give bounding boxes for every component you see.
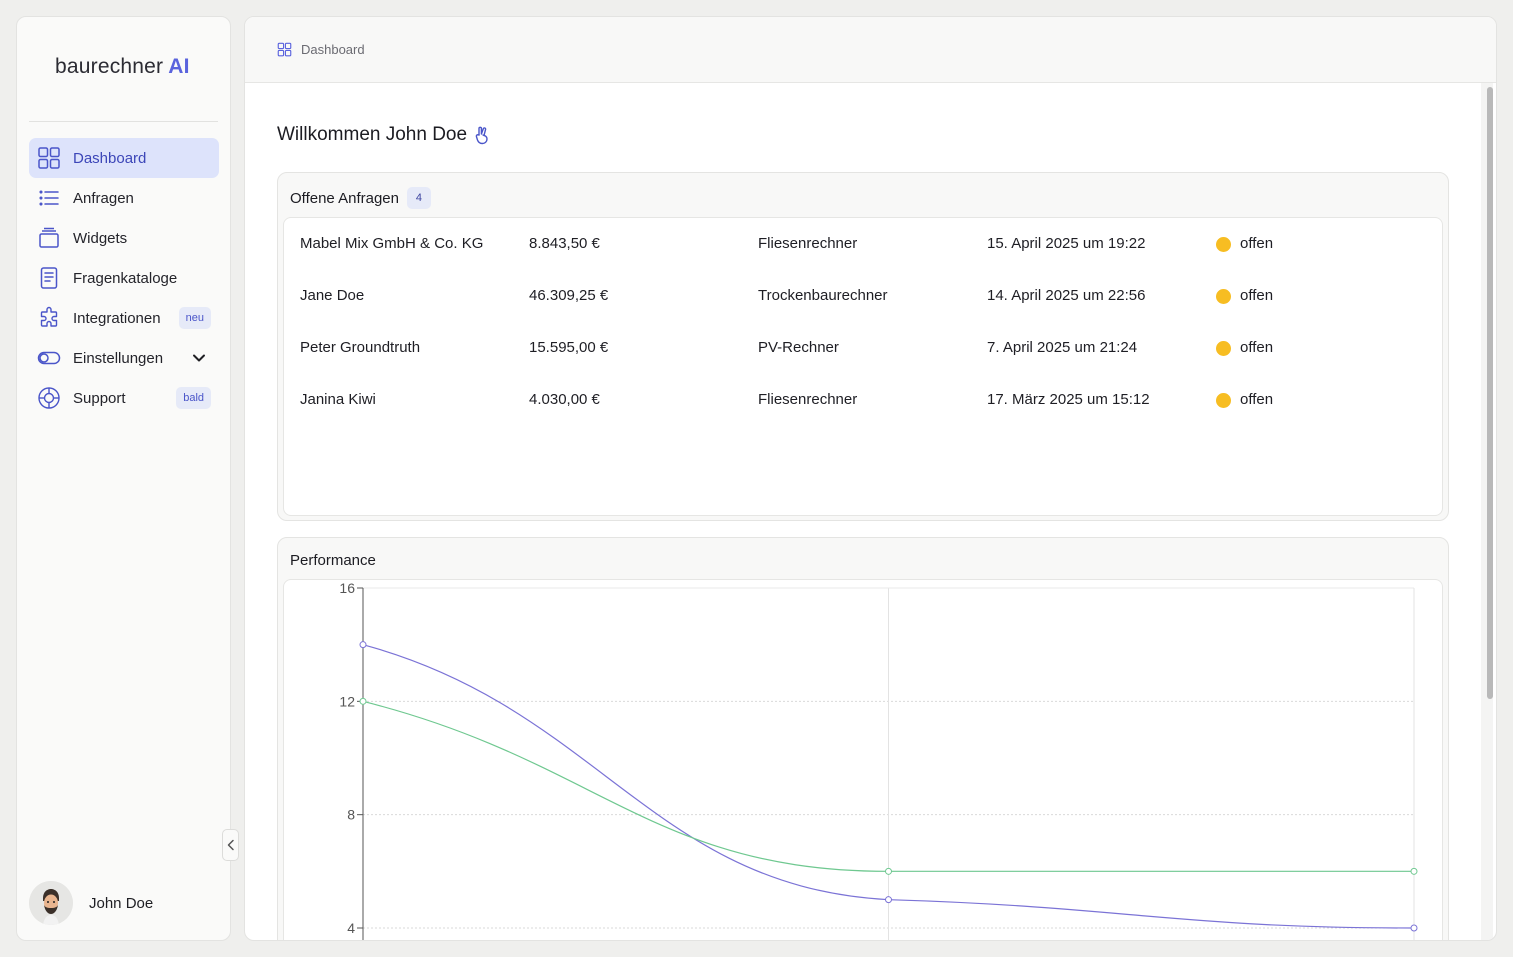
chevron-down-icon[interactable] [191, 350, 207, 366]
y-tick-label: 4 [347, 920, 355, 936]
page-title: Willkommen John Doe [277, 124, 492, 146]
status-dot [1216, 341, 1231, 356]
request-status: offen [1240, 339, 1274, 356]
request-customer: Janina Kiwi [300, 391, 376, 408]
requests-list: Mabel Mix GmbH & Co. KG 8.843,50 € Flies… [283, 217, 1443, 516]
performance-title: Performance [290, 552, 376, 569]
sidebar-item-integrationen[interactable]: Integrationen neu [29, 298, 219, 338]
y-tick-label: 12 [339, 693, 355, 709]
request-date: 17. März 2025 um 15:12 [987, 391, 1150, 408]
request-amount: 4.030,00 € [529, 391, 600, 408]
sidebar-item-label: Anfragen [73, 189, 134, 207]
performance-chart-panel: 4 8 12 16 [283, 579, 1443, 940]
sidebar-item-label: Einstellungen [73, 349, 164, 367]
y-tick-label: 16 [339, 580, 355, 596]
request-row[interactable]: Jane Doe 46.309,25 € Trockenbaurechner 1… [284, 270, 1442, 322]
sidebar-item-anfragen[interactable]: Anfragen [29, 178, 219, 218]
layers-icon [37, 226, 61, 250]
status-dot [1216, 393, 1231, 408]
breadcrumb-label: Dashboard [301, 42, 365, 57]
status-dot [1216, 237, 1231, 252]
performance-card: Performance 4 8 12 16 [277, 537, 1449, 940]
card-title: Offene Anfragen 4 [290, 187, 431, 209]
request-customer: Peter Groundtruth [300, 339, 421, 356]
toggle-icon [37, 346, 61, 370]
request-date: 14. April 2025 um 22:56 [987, 287, 1146, 304]
count-badge: 4 [406, 187, 431, 209]
puzzle-icon [37, 306, 61, 330]
request-status: offen [1240, 235, 1274, 252]
request-calculator: PV-Rechner [758, 339, 839, 356]
request-amount: 15.595,00 € [529, 339, 609, 356]
y-tick-label: 8 [347, 807, 355, 823]
request-customer: Jane Doe [300, 287, 365, 304]
data-point [1410, 924, 1418, 932]
sidebar-item-fragenkataloge[interactable]: Fragenkataloge [29, 258, 219, 298]
request-calculator: Trockenbaurechner [758, 287, 888, 304]
list-icon [37, 186, 61, 210]
sidebar-item-dashboard[interactable]: Dashboard [29, 138, 219, 178]
brand-name: baurechner [55, 55, 164, 78]
data-point [885, 867, 892, 875]
request-row[interactable]: Peter Groundtruth 15.595,00 € PV-Rechner… [284, 322, 1442, 374]
soon-badge: bald [176, 387, 211, 409]
data-point [885, 896, 892, 904]
request-status: offen [1240, 391, 1274, 408]
victory-hand-icon [475, 126, 488, 145]
chevron-left-icon [227, 839, 234, 851]
data-point [359, 697, 367, 705]
performance-chart: 4 8 12 16 [339, 580, 1418, 940]
grid-icon [277, 42, 292, 57]
sidebar-item-einstellungen[interactable]: Einstellungen [29, 338, 219, 378]
brand-suffix: AI [168, 55, 190, 78]
new-badge: neu [178, 307, 211, 329]
collapse-sidebar-button[interactable] [222, 829, 239, 861]
sidebar-item-label: Fragenkataloge [73, 269, 178, 287]
request-date: 7. April 2025 um 21:24 [987, 339, 1138, 356]
user-profile[interactable]: John Doe [29, 881, 153, 925]
sidebar-nav: Dashboard Anfragen Widgets Fragenkatalog… [29, 138, 219, 418]
grid-icon [37, 146, 61, 170]
sidebar-item-label: Integrationen [73, 309, 161, 327]
sidebar-item-label: Dashboard [73, 149, 147, 167]
data-point [359, 641, 367, 649]
sidebar-item-label: Support [73, 389, 126, 407]
user-name: John Doe [89, 894, 154, 912]
sidebar: baurechner AI Dashboard Anfragen Widgets [16, 16, 231, 941]
sidebar-item-support[interactable]: Support bald [29, 378, 219, 418]
top-bar: Dashboard [245, 17, 1496, 83]
request-amount: 8.843,50 € [529, 235, 600, 252]
request-row[interactable]: Mabel Mix GmbH & Co. KG 8.843,50 € Flies… [284, 218, 1442, 270]
brand-logo[interactable]: baurechner AI [55, 55, 190, 79]
status-dot [1216, 289, 1231, 304]
main-content: Dashboard Willkommen John Doe Offene Anf… [244, 16, 1497, 941]
data-point [1410, 867, 1418, 875]
sidebar-item-widgets[interactable]: Widgets [29, 218, 219, 258]
request-date: 15. April 2025 um 19:22 [987, 235, 1146, 252]
document-icon [37, 266, 61, 290]
request-calculator: Fliesenrechner [758, 391, 858, 408]
lifebuoy-icon [37, 386, 61, 410]
welcome-text: Willkommen John Doe [277, 124, 468, 145]
request-row[interactable]: Janina Kiwi 4.030,00 € Fliesenrechner 17… [284, 374, 1442, 426]
divider [29, 121, 218, 122]
open-requests-title: Offene Anfragen [290, 189, 399, 207]
scrollbar-thumb[interactable] [1487, 87, 1493, 699]
open-requests-card: Offene Anfragen 4 Mabel Mix GmbH & Co. K… [277, 172, 1449, 521]
request-customer: Mabel Mix GmbH & Co. KG [300, 235, 484, 252]
request-status: offen [1240, 287, 1274, 304]
card-title: Performance [290, 552, 376, 569]
request-calculator: Fliesenrechner [758, 235, 858, 252]
request-amount: 46.309,25 € [529, 287, 609, 304]
avatar [29, 881, 73, 925]
breadcrumb[interactable]: Dashboard [277, 42, 365, 57]
sidebar-item-label: Widgets [73, 229, 128, 247]
